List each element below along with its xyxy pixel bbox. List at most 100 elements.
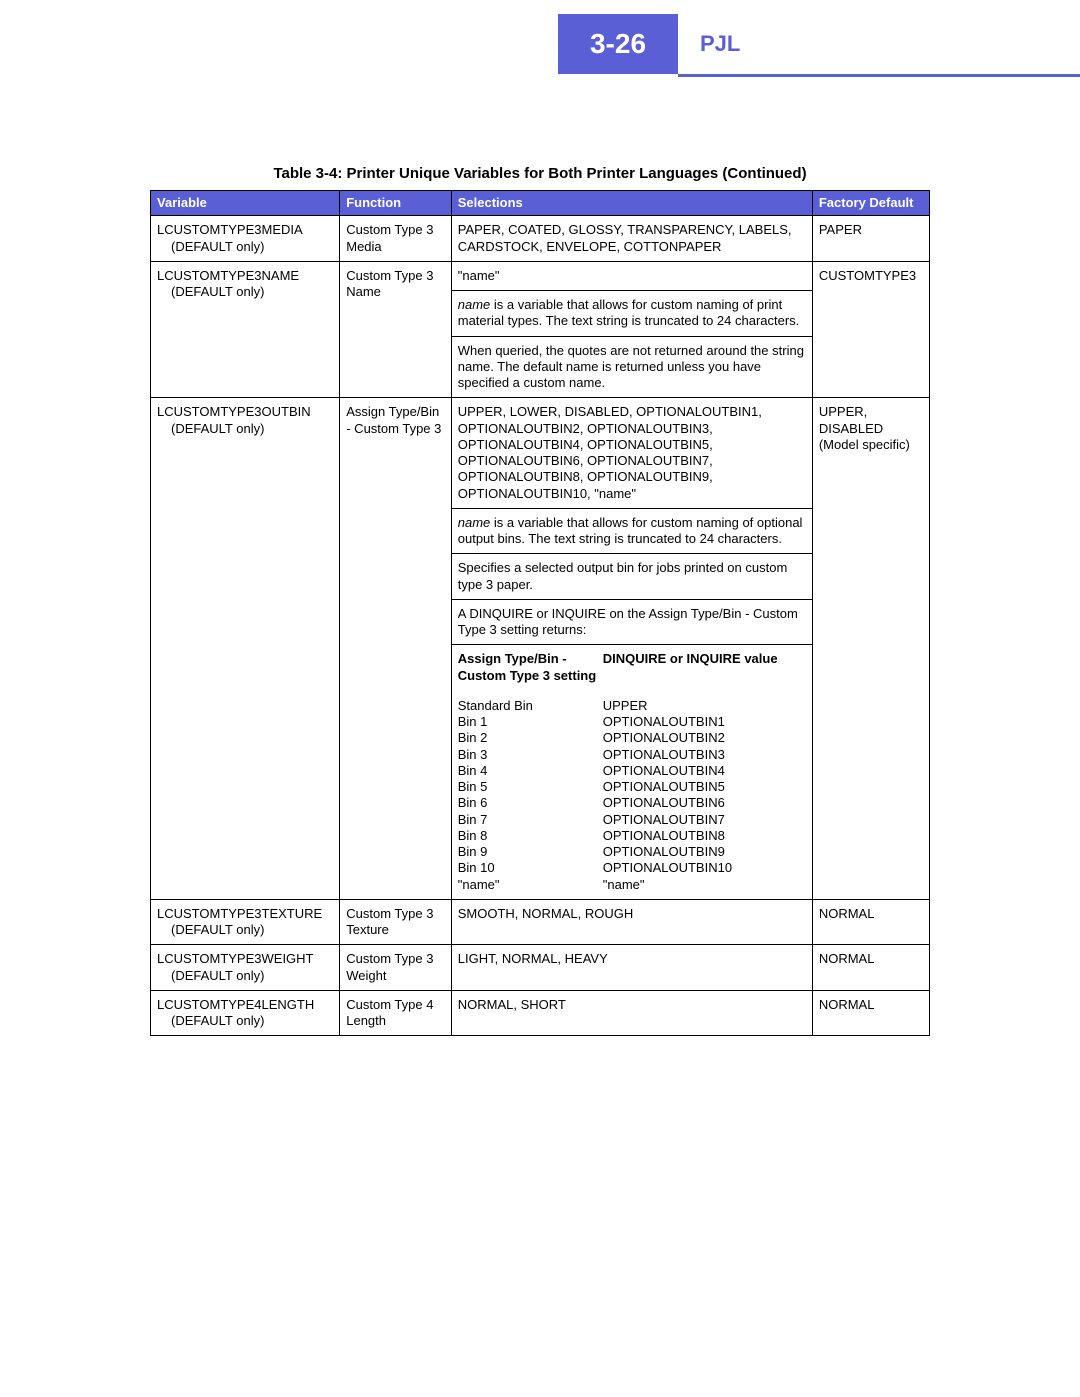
sub-table-header: Assign Type/Bin - Custom Type 3 setting … [458,651,806,684]
cell-selections: LIGHT, NORMAL, HEAVY [451,945,812,991]
sub-table-row: Bin 1OPTIONALOUTBIN1 [458,714,806,730]
table-caption: Table 3-4: Printer Unique Variables for … [0,165,1080,182]
cell-variable: LCUSTOMTYPE3OUTBIN (DEFAULT only) [151,398,340,900]
sub-cell-setting: Bin 3 [458,747,603,763]
page-header: 3-26 PJL [0,0,1080,85]
sub-table-row: Standard BinUPPER [458,698,806,714]
sub-cell-setting: "name" [458,877,603,893]
cell-variable: LCUSTOMTYPE3TEXTURE (DEFAULT only) [151,899,340,945]
sub-table-row: "name""name" [458,877,806,893]
cell-default: UPPER, DISABLED (Model specific) [812,398,929,900]
cell-variable: LCUSTOMTYPE3NAME (DEFAULT only) [151,261,340,398]
cell-selections: SMOOTH, NORMAL, ROUGH [451,899,812,945]
italic-term: name [458,297,491,312]
cell-selections: UPPER, LOWER, DISABLED, OPTIONALOUTBIN1,… [451,398,812,900]
variable-name: LCUSTOMTYPE3OUTBIN [157,404,311,419]
sub-cell-setting: Bin 10 [458,860,603,876]
document-page: 3-26 PJL Table 3-4: Printer Unique Varia… [0,0,1080,1036]
sub-table-row: Bin 4OPTIONALOUTBIN4 [458,763,806,779]
cell-function: Custom Type 3 Media [340,216,452,262]
paragraph-text: is a variable that allows for custom nam… [458,297,800,328]
variable-note: (DEFAULT only) [157,968,333,984]
selections-paragraph: A DINQUIRE or INQUIRE on the Assign Type… [452,599,812,639]
cell-function: Custom Type 3 Name [340,261,452,398]
cell-selections: NORMAL, SHORT [451,990,812,1036]
sub-table-row: Bin 6OPTIONALOUTBIN6 [458,795,806,811]
table-row: LCUSTOMTYPE3NAME (DEFAULT only) Custom T… [151,261,930,398]
sub-cell-value: OPTIONALOUTBIN2 [603,730,725,746]
sub-cell-value: "name" [603,877,645,893]
table-row: LCUSTOMTYPE3WEIGHT (DEFAULT only) Custom… [151,945,930,991]
variable-note: (DEFAULT only) [157,922,333,938]
sub-table-row: Bin 10OPTIONALOUTBIN10 [458,860,806,876]
sub-cell-setting: Standard Bin [458,698,603,714]
selections-paragraph: name is a variable that allows for custo… [452,508,812,548]
selections-line: "name" [458,268,806,284]
header-rule [678,74,1080,77]
cell-function: Custom Type 3 Weight [340,945,452,991]
cell-function: Custom Type 3 Texture [340,899,452,945]
cell-default: PAPER [812,216,929,262]
sub-cell-value: OPTIONALOUTBIN4 [603,763,725,779]
cell-selections: PAPER, COATED, GLOSSY, TRANSPARENCY, LAB… [451,216,812,262]
sub-cell-value: UPPER [603,698,648,714]
col-header-default: Factory Default [812,191,929,216]
cell-selections: "name" name is a variable that allows fo… [451,261,812,398]
sub-cell-setting: Bin 2 [458,730,603,746]
sub-cell-setting: Bin 1 [458,714,603,730]
variable-name: LCUSTOMTYPE3NAME [157,268,299,283]
sub-cell-setting: Bin 6 [458,795,603,811]
sub-cell-value: OPTIONALOUTBIN1 [603,714,725,730]
variable-name: LCUSTOMTYPE4LENGTH [157,997,314,1012]
sub-table-row: Bin 3OPTIONALOUTBIN3 [458,747,806,763]
header-title: PJL [700,14,740,74]
variables-table: Variable Function Selections Factory Def… [150,190,930,1036]
table-header-row: Variable Function Selections Factory Def… [151,191,930,216]
cell-default: NORMAL [812,899,929,945]
col-header-function: Function [340,191,452,216]
sub-cell-setting: Bin 8 [458,828,603,844]
sub-cell-setting: Bin 4 [458,763,603,779]
cell-function: Custom Type 4 Length [340,990,452,1036]
cell-default: CUSTOMTYPE3 [812,261,929,398]
variable-note: (DEFAULT only) [157,239,333,255]
sub-cell-value: OPTIONALOUTBIN7 [603,812,725,828]
variable-note: (DEFAULT only) [157,284,333,300]
col-header-variable: Variable [151,191,340,216]
cell-default: NORMAL [812,990,929,1036]
sub-table-row: Bin 9OPTIONALOUTBIN9 [458,844,806,860]
sub-table-row: Bin 2OPTIONALOUTBIN2 [458,730,806,746]
sub-table: Assign Type/Bin - Custom Type 3 setting … [452,644,812,893]
cell-variable: LCUSTOMTYPE3MEDIA (DEFAULT only) [151,216,340,262]
sub-col-header: DINQUIRE or INQUIRE value [603,651,778,684]
sub-table-row: Bin 7OPTIONALOUTBIN7 [458,812,806,828]
sub-cell-setting: Bin 7 [458,812,603,828]
sub-col-header: Assign Type/Bin - Custom Type 3 setting [458,651,603,684]
variable-note: (DEFAULT only) [157,421,333,437]
sub-cell-setting: Bin 5 [458,779,603,795]
page-number: 3-26 [558,14,678,74]
cell-variable: LCUSTOMTYPE3WEIGHT (DEFAULT only) [151,945,340,991]
variable-name: LCUSTOMTYPE3WEIGHT [157,951,314,966]
sub-table-row: Bin 8OPTIONALOUTBIN8 [458,828,806,844]
selections-paragraph: When queried, the quotes are not returne… [452,336,812,392]
table-row: LCUSTOMTYPE3MEDIA (DEFAULT only) Custom … [151,216,930,262]
sub-cell-value: OPTIONALOUTBIN3 [603,747,725,763]
sub-cell-value: OPTIONALOUTBIN9 [603,844,725,860]
selections-paragraph: name is a variable that allows for custo… [452,290,812,330]
variable-name: LCUSTOMTYPE3MEDIA [157,222,303,237]
selections-line: UPPER, LOWER, DISABLED, OPTIONALOUTBIN1,… [458,404,806,502]
sub-table-row: Bin 5OPTIONALOUTBIN5 [458,779,806,795]
table-row: LCUSTOMTYPE4LENGTH (DEFAULT only) Custom… [151,990,930,1036]
cell-function: Assign Type/Bin - Custom Type 3 [340,398,452,900]
sub-cell-setting: Bin 9 [458,844,603,860]
sub-cell-value: OPTIONALOUTBIN5 [603,779,725,795]
table-row: LCUSTOMTYPE3TEXTURE (DEFAULT only) Custo… [151,899,930,945]
variable-name: LCUSTOMTYPE3TEXTURE [157,906,322,921]
italic-term: name [458,515,491,530]
table-row: LCUSTOMTYPE3OUTBIN (DEFAULT only) Assign… [151,398,930,900]
selections-paragraph: Specifies a selected output bin for jobs… [452,553,812,593]
col-header-selections: Selections [451,191,812,216]
variable-note: (DEFAULT only) [157,1013,333,1029]
cell-variable: LCUSTOMTYPE4LENGTH (DEFAULT only) [151,990,340,1036]
